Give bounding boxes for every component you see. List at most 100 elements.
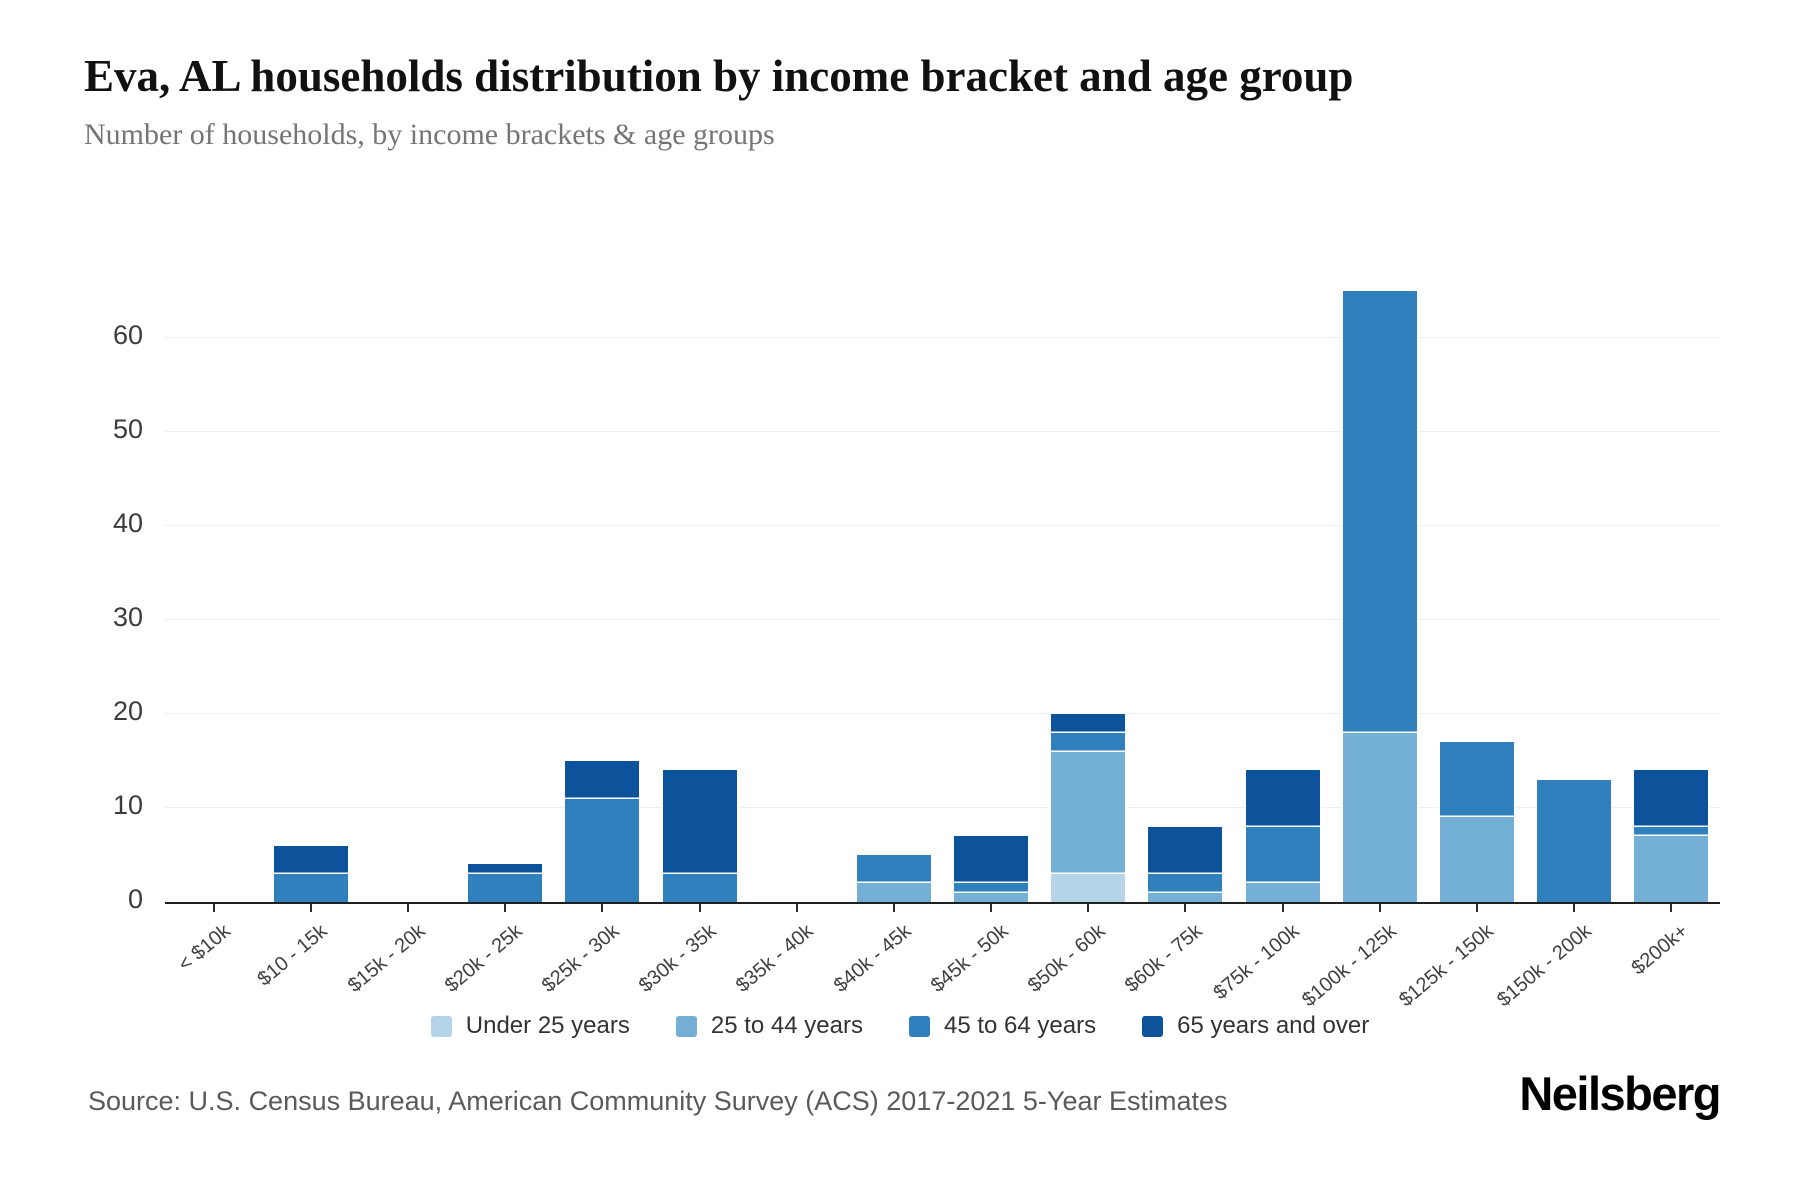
bar-segment[interactable] [1342,732,1417,902]
y-tick-label-40: 40 [112,508,143,538]
bar-segment[interactable] [1148,826,1223,874]
chart-subtitle: Number of households, by income brackets… [84,118,775,151]
bar-segment[interactable] [273,873,348,902]
gridline-40 [165,525,1720,526]
bar-$150k - 200k[interactable] [1537,779,1612,902]
gridline-20 [165,713,1720,714]
y-tick-label-10: 10 [112,790,143,820]
x-tick-label: $150k - 200k [1492,920,1596,1012]
legend-item-25-to-44-years[interactable]: 25 to 44 years [675,1012,863,1040]
x-tick-label: $60k - 75k [1120,920,1207,997]
gridline-60 [165,337,1720,338]
x-tick-label: $100k - 125k [1298,920,1401,1012]
x-tick [795,904,798,912]
bar-segment[interactable] [1634,826,1709,837]
x-tick-label: $50k - 60k [1023,920,1110,997]
x-tick [601,904,604,912]
bar-segment[interactable] [856,855,931,884]
bar-segment[interactable] [954,836,1029,884]
x-tick [1184,904,1187,912]
x-tick [504,904,507,912]
x-tick-label: $45k - 50k [926,920,1013,997]
gridline-30 [165,619,1720,620]
y-tick-label-20: 20 [112,696,143,726]
bar-segment[interactable] [1051,873,1126,902]
x-tick [1087,904,1090,912]
x-tick [892,904,895,912]
bar-segment[interactable] [565,798,640,902]
bar-segment[interactable] [1634,770,1709,827]
bar-segment[interactable] [273,845,348,874]
x-tick [309,904,312,912]
x-tick [1281,904,1284,912]
bar-$25k - 30k[interactable] [565,761,640,902]
page-title: Eva, AL households distribution by incom… [84,51,1354,101]
bar-segment[interactable] [1051,732,1126,752]
gridline-10 [165,807,1720,808]
legend-item-under-25-years[interactable]: Under 25 years [430,1012,630,1040]
x-tick-label: $40k - 45k [829,920,916,997]
x-tick-label: $200k+ [1627,920,1693,980]
bar-$125k - 150k[interactable] [1440,742,1515,902]
bar-segment[interactable] [565,761,640,799]
legend-item-65-years-and-over[interactable]: 65 years and over [1142,1012,1369,1040]
x-tick-label: < $10k [174,920,235,976]
bar-segment[interactable] [1245,770,1320,827]
plot-area: 0 10 20 30 40 50 60 < $10k $10 - 15k $15k - 20k $… [113,283,1720,1011]
bar-segment[interactable] [1634,836,1709,902]
bar-segment[interactable] [1148,873,1223,893]
bar-segment[interactable] [1342,291,1417,733]
bar-segment[interactable] [1051,714,1126,733]
bar-$200k+[interactable] [1634,770,1709,902]
bar-segment[interactable] [1440,742,1515,818]
legend-label: 45 to 64 years [943,1012,1097,1039]
bar-segment[interactable] [954,892,1029,902]
bar-$60k - 75k[interactable] [1148,826,1223,902]
bar-segment[interactable] [662,873,737,902]
source-text: Source: U.S. Census Bureau, American Com… [88,1086,1228,1116]
bar-$50k - 60k[interactable] [1051,714,1126,902]
bar-segment[interactable] [1148,892,1223,902]
y-tick-label-30: 30 [112,602,143,632]
x-tick [990,904,993,912]
x-tick-label: $25k - 30k [537,920,624,997]
legend-swatch [675,1015,697,1037]
bar-$75k - 100k[interactable] [1245,770,1320,902]
x-tick-label: $125k - 150k [1395,920,1499,1012]
x-tick [212,904,215,912]
legend-label: Under 25 years [465,1012,630,1039]
legend-label: 25 to 44 years [710,1012,863,1039]
bar-$10 - 15k[interactable] [273,845,348,902]
x-tick-label: $20k - 25k [440,920,527,997]
y-tick-label-60: 60 [112,320,143,350]
x-tick [1573,904,1576,912]
bar-segment[interactable] [1051,751,1126,874]
x-tick [406,904,409,912]
bar-$40k - 45k[interactable] [856,855,931,902]
chart-legend: Under 25 years 25 to 44 years 45 to 64 yea… [0,1012,1800,1040]
x-tick-label: $35k - 40k [732,920,818,997]
x-tick-label: $15k - 20k [343,920,430,997]
bar-segment[interactable] [1245,883,1320,902]
x-axis-line [165,902,1720,904]
bar-segment[interactable] [1537,779,1612,902]
bar-segment[interactable] [468,873,543,902]
bar-segment[interactable] [1440,817,1515,902]
bar-segment[interactable] [1245,826,1320,884]
bar-$100k - 125k[interactable] [1342,291,1417,902]
bar-$45k - 50k[interactable] [954,836,1029,902]
bar-$20k - 25k[interactable] [468,864,543,902]
bar-segment[interactable] [662,770,737,874]
bar-$30k - 35k[interactable] [662,770,737,902]
x-tick [1670,904,1673,912]
x-tick-label: $10 - 15k [253,920,332,991]
legend-swatch [430,1015,452,1037]
y-tick-label-0: 0 [127,884,143,914]
bar-segment[interactable] [856,883,931,902]
bar-segment[interactable] [954,883,1029,893]
bar-segment[interactable] [468,864,543,874]
legend-item-45-to-64-years[interactable]: 45 to 64 years [908,1012,1097,1040]
x-tick-label: $75k - 100k [1209,920,1304,1005]
x-tick [1476,904,1479,912]
